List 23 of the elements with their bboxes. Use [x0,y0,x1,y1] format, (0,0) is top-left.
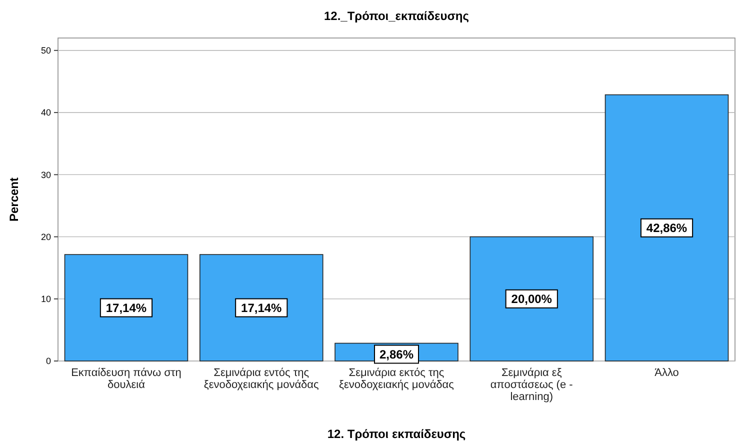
x-axis-title: 12. Τρόποι εκπαίδευσης [327,427,466,441]
x-tick-label: Εκπαίδευση πάνω στη δουλειά [71,367,182,391]
x-tick-label: Σεμινάρια εκτός της ξενοδοχειακής μονάδας [339,367,454,391]
y-tick-label: 40 [40,108,51,118]
bar [199,254,324,362]
x-tick-label: Άλλο [654,367,679,379]
bar [64,254,188,362]
data-label: 20,00% [511,292,552,306]
data-label: 17,14% [241,300,282,315]
data-label: 17,14% [106,300,147,315]
y-tick-label: 30 [40,170,51,180]
y-axis-title: Percent [7,177,21,222]
y-tick-label: 50 [40,46,51,56]
y-tick-label: 20 [40,232,51,242]
x-tick-label: Σεμινάρια εξ αποστάσεως (e - learning) [490,367,574,403]
data-label: 2,86% [379,347,414,362]
y-tick-label: 10 [40,294,51,304]
x-tick-label: Σεμινάρια εντός της ξενοδοχειακής μονάδας [204,367,319,391]
chart-title: 12._Τρόποι_εκπαίδευσης [324,9,469,23]
bar [604,94,729,362]
y-tick-label: 0 [46,356,51,366]
data-label: 42,86% [646,221,688,236]
bar [470,236,594,362]
